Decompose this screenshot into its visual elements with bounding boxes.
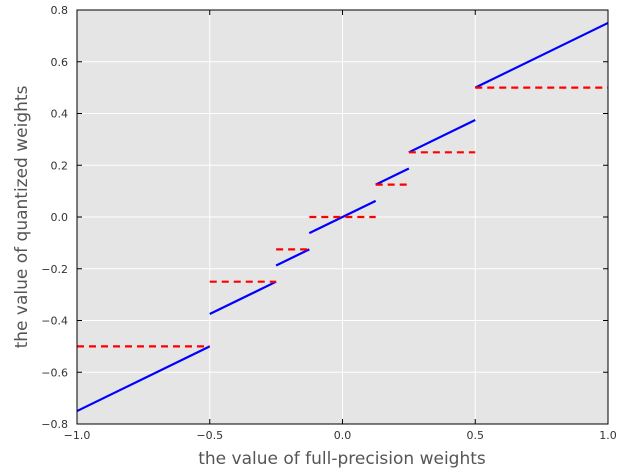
solid-line-segment [474,21,609,89]
y-tick-label: −0.4 [41,315,68,328]
quantized-series [77,86,608,348]
series-layer [76,21,609,413]
solid-line-segment [275,248,310,267]
x-tick-label: −1.0 [64,429,91,442]
tick-labels: −1.0 −0.5 0.0 0.5 1.0 −0.8 −0.6 −0.4 −0.2 0.0 0.2 0… [41,4,616,442]
ticks [76,9,609,425]
x-tick-label: −0.5 [196,429,223,442]
y-tick-label: 0.2 [51,159,69,172]
solid-line-segment [375,167,410,186]
y-tick-label: 0.0 [51,211,69,224]
x-axis-label: the value of full-precision weights [198,449,486,469]
y-tick-label: −0.2 [41,263,68,276]
y-tick-label: 0.4 [51,108,69,121]
x-tick-label: 0.0 [334,429,352,442]
x-tick-label: 1.0 [599,429,617,442]
y-axis-label: the value of quantized weights [12,85,32,348]
y-tick-label: −0.6 [41,366,68,379]
solid-line-segment [408,118,476,154]
y-tick-label: 0.8 [51,4,69,17]
full-precision-series [76,21,609,413]
solid-line-segment [209,280,277,316]
solid-line-segment [76,345,211,413]
y-tick-label: 0.6 [51,56,69,69]
x-tick-label: 0.5 [467,429,485,442]
solid-line-segment [308,199,377,235]
y-tick-label: −0.8 [41,418,68,431]
